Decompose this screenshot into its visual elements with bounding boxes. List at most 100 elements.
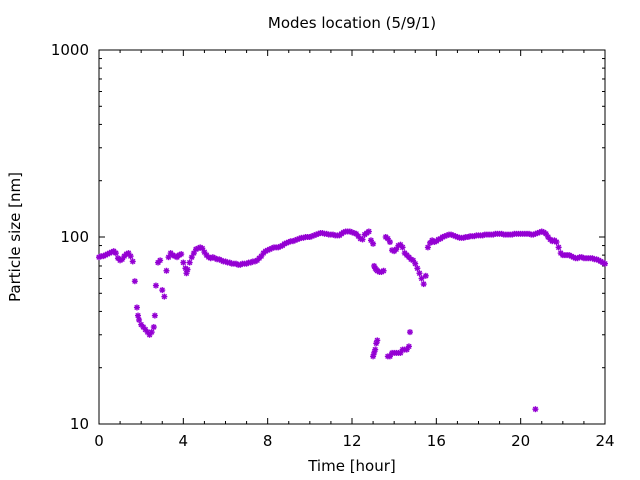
y-tick-label: 100	[60, 228, 89, 246]
data-point-stroke	[416, 270, 423, 276]
data-point	[180, 259, 187, 266]
data-point	[135, 312, 142, 319]
data-point	[151, 312, 158, 319]
data-point-stroke	[180, 259, 187, 266]
data-point	[405, 343, 412, 350]
data-point-stroke	[134, 304, 140, 311]
data-point	[424, 244, 431, 251]
y-tick-label: 10	[70, 415, 89, 433]
data-point-stroke	[132, 278, 138, 284]
data-point	[412, 260, 419, 267]
data-point-stroke	[144, 329, 151, 335]
data-point-stroke	[372, 346, 378, 353]
data-point-stroke	[366, 228, 372, 235]
data-point-stroke	[543, 231, 549, 237]
data-point-stroke	[136, 317, 142, 323]
data-point	[380, 267, 387, 274]
data-point-stroke	[163, 268, 170, 274]
data-point	[161, 293, 168, 300]
data-point	[159, 287, 166, 294]
data-point-stroke	[368, 237, 374, 244]
y-tick-label: 1000	[51, 41, 89, 59]
x-tick-label: 20	[511, 432, 530, 450]
data-point-stroke	[399, 244, 406, 251]
data-point-stroke	[555, 244, 562, 251]
data-point	[532, 406, 539, 413]
data-point	[372, 346, 379, 353]
data-point-stroke	[151, 324, 157, 330]
y-axis: 10 100 1000	[51, 41, 605, 433]
data-point-stroke	[380, 268, 387, 274]
x-tick-label: 0	[94, 432, 104, 450]
data-point-stroke	[414, 265, 421, 272]
data-point-stroke	[184, 266, 191, 273]
data-point-stroke	[201, 249, 208, 255]
data-point-stroke	[423, 273, 429, 279]
data-point-stroke	[412, 260, 418, 267]
data-point	[553, 239, 560, 246]
data-point-stroke	[142, 326, 149, 333]
data-point	[157, 257, 164, 264]
data-point	[399, 244, 406, 251]
data-point	[148, 329, 155, 336]
data-point-stroke	[153, 282, 159, 289]
data-point	[418, 275, 425, 282]
data-point-stroke	[127, 253, 134, 259]
data-point-stroke	[355, 233, 362, 239]
data-point	[127, 253, 134, 260]
data-point-stroke	[387, 239, 393, 245]
data-point	[422, 272, 429, 279]
data-point-stroke	[397, 241, 404, 248]
data-point	[353, 230, 360, 237]
data-point	[163, 267, 170, 274]
data-point-stroke	[420, 281, 427, 287]
data-point-stroke	[418, 275, 425, 282]
data-point	[386, 239, 393, 246]
data-point-stroke	[135, 312, 141, 319]
data-point-stroke	[370, 241, 376, 247]
data-point-stroke	[199, 245, 206, 252]
data-point-stroke	[161, 293, 168, 300]
data-point	[414, 265, 421, 272]
x-axis: 0 4 8 12 16 20 24	[94, 50, 615, 450]
data-point-stroke	[410, 257, 416, 264]
data-point-stroke	[152, 312, 158, 319]
x-tick-label: 24	[595, 432, 614, 450]
data-point-stroke	[532, 406, 539, 412]
data-point-stroke	[138, 321, 144, 328]
data-point-stroke	[359, 236, 366, 243]
data-point-stroke	[553, 239, 560, 245]
data-point-stroke	[425, 244, 431, 251]
data-point-stroke	[178, 251, 184, 257]
data-point	[416, 270, 423, 277]
data-point	[186, 259, 193, 266]
data-point	[136, 316, 143, 323]
data-point-stroke	[157, 257, 163, 264]
data-point	[211, 255, 218, 262]
y-axis-label: Particle size [nm]	[6, 172, 24, 302]
data-point	[131, 278, 138, 285]
x-tick-label: 8	[263, 432, 273, 450]
data-point	[374, 337, 381, 344]
x-tick-label: 12	[342, 432, 361, 450]
data-point	[178, 251, 185, 258]
data-point	[133, 304, 140, 311]
data-point	[129, 258, 136, 265]
data-point-stroke	[149, 329, 155, 335]
data-point-stroke	[407, 329, 413, 335]
data-point-stroke	[186, 259, 193, 266]
data-point-stroke	[353, 231, 359, 237]
data-point	[602, 260, 608, 267]
data-point-stroke	[385, 235, 391, 242]
data-point-stroke	[406, 343, 412, 350]
data-point	[184, 266, 191, 273]
x-axis-label: Time [hour]	[307, 457, 396, 475]
x-tick-label: 4	[179, 432, 189, 450]
data-point	[406, 329, 413, 336]
data-point-stroke	[140, 324, 146, 330]
data-point-stroke	[113, 250, 119, 256]
data-point-stroke	[371, 263, 377, 269]
data-point-stroke	[130, 258, 136, 265]
data-point-stroke	[602, 260, 608, 267]
chart-title: Modes location (5/9/1)	[268, 14, 436, 32]
